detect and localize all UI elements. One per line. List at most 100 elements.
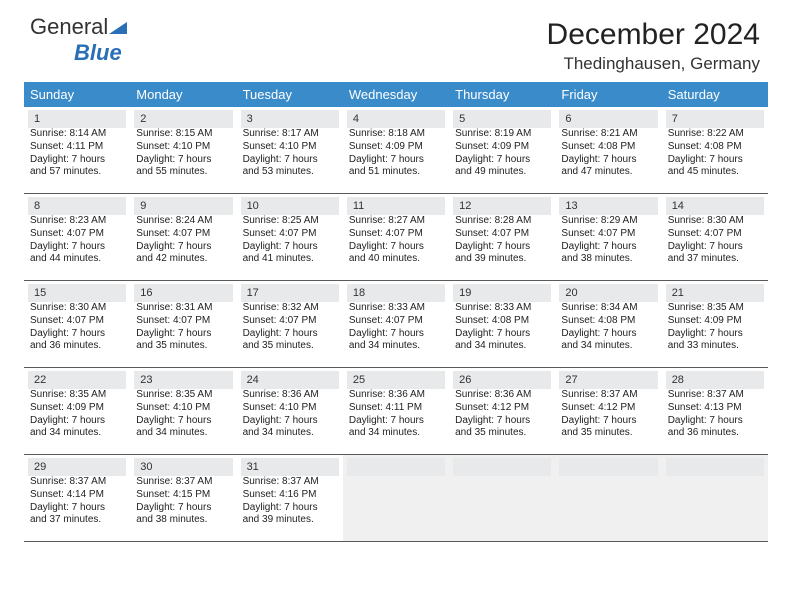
day-details: Sunrise: 8:36 AMSunset: 4:12 PMDaylight:… (453, 389, 551, 440)
weekday-header-row: SundayMondayTuesdayWednesdayThursdayFrid… (24, 82, 768, 107)
day-cell: 18Sunrise: 8:33 AMSunset: 4:07 PMDayligh… (343, 281, 449, 367)
day-number: 2 (134, 110, 232, 128)
day-number: 13 (559, 197, 657, 215)
day-cell: 16Sunrise: 8:31 AMSunset: 4:07 PMDayligh… (130, 281, 236, 367)
day-cell (662, 455, 768, 541)
sunset-text: Sunset: 4:07 PM (668, 228, 762, 241)
day-number: 1 (28, 110, 126, 128)
sunset-text: Sunset: 4:14 PM (30, 489, 124, 502)
sunrise-text: Sunrise: 8:33 AM (455, 302, 549, 315)
sunset-text: Sunset: 4:09 PM (455, 141, 549, 154)
day-details: Sunrise: 8:37 AMSunset: 4:14 PMDaylight:… (28, 476, 126, 527)
day-number (453, 458, 551, 476)
weekday-header: Friday (555, 82, 661, 107)
sunrise-text: Sunrise: 8:30 AM (30, 302, 124, 315)
sunset-text: Sunset: 4:10 PM (136, 402, 230, 415)
day-number: 4 (347, 110, 445, 128)
day-number: 25 (347, 371, 445, 389)
sunset-text: Sunset: 4:09 PM (668, 315, 762, 328)
logo-text-2: Blue (74, 40, 122, 65)
week-row: 8Sunrise: 8:23 AMSunset: 4:07 PMDaylight… (24, 194, 768, 281)
day-cell: 26Sunrise: 8:36 AMSunset: 4:12 PMDayligh… (449, 368, 555, 454)
day-number: 10 (241, 197, 339, 215)
day-details: Sunrise: 8:25 AMSunset: 4:07 PMDaylight:… (241, 215, 339, 266)
sunset-text: Sunset: 4:12 PM (561, 402, 655, 415)
sunrise-text: Sunrise: 8:23 AM (30, 215, 124, 228)
day-cell: 11Sunrise: 8:27 AMSunset: 4:07 PMDayligh… (343, 194, 449, 280)
sunset-text: Sunset: 4:11 PM (349, 402, 443, 415)
daylight-text: Daylight: 7 hours and 45 minutes. (668, 154, 762, 180)
day-cell: 28Sunrise: 8:37 AMSunset: 4:13 PMDayligh… (662, 368, 768, 454)
day-cell: 20Sunrise: 8:34 AMSunset: 4:08 PMDayligh… (555, 281, 661, 367)
sunrise-text: Sunrise: 8:37 AM (30, 476, 124, 489)
sunset-text: Sunset: 4:07 PM (136, 315, 230, 328)
sunrise-text: Sunrise: 8:36 AM (455, 389, 549, 402)
sunset-text: Sunset: 4:13 PM (668, 402, 762, 415)
day-cell: 30Sunrise: 8:37 AMSunset: 4:15 PMDayligh… (130, 455, 236, 541)
day-cell: 6Sunrise: 8:21 AMSunset: 4:08 PMDaylight… (555, 107, 661, 193)
day-cell: 2Sunrise: 8:15 AMSunset: 4:10 PMDaylight… (130, 107, 236, 193)
sunrise-text: Sunrise: 8:37 AM (561, 389, 655, 402)
weekday-header: Tuesday (237, 82, 343, 107)
day-number: 31 (241, 458, 339, 476)
sunrise-text: Sunrise: 8:27 AM (349, 215, 443, 228)
day-number: 30 (134, 458, 232, 476)
day-cell: 1Sunrise: 8:14 AMSunset: 4:11 PMDaylight… (24, 107, 130, 193)
day-details: Sunrise: 8:19 AMSunset: 4:09 PMDaylight:… (453, 128, 551, 179)
day-number: 8 (28, 197, 126, 215)
day-number: 15 (28, 284, 126, 302)
day-cell (449, 455, 555, 541)
day-number: 18 (347, 284, 445, 302)
sunset-text: Sunset: 4:07 PM (30, 315, 124, 328)
day-cell: 9Sunrise: 8:24 AMSunset: 4:07 PMDaylight… (130, 194, 236, 280)
day-number: 24 (241, 371, 339, 389)
day-number: 22 (28, 371, 126, 389)
day-details: Sunrise: 8:35 AMSunset: 4:09 PMDaylight:… (28, 389, 126, 440)
day-cell: 24Sunrise: 8:36 AMSunset: 4:10 PMDayligh… (237, 368, 343, 454)
day-details: Sunrise: 8:34 AMSunset: 4:08 PMDaylight:… (559, 302, 657, 353)
sunset-text: Sunset: 4:07 PM (136, 228, 230, 241)
sunset-text: Sunset: 4:11 PM (30, 141, 124, 154)
sunrise-text: Sunrise: 8:37 AM (243, 476, 337, 489)
sunrise-text: Sunrise: 8:35 AM (30, 389, 124, 402)
day-details: Sunrise: 8:21 AMSunset: 4:08 PMDaylight:… (559, 128, 657, 179)
sunset-text: Sunset: 4:16 PM (243, 489, 337, 502)
weekday-header: Sunday (24, 82, 130, 107)
day-number: 9 (134, 197, 232, 215)
day-number: 3 (241, 110, 339, 128)
sunrise-text: Sunrise: 8:18 AM (349, 128, 443, 141)
day-details: Sunrise: 8:18 AMSunset: 4:09 PMDaylight:… (347, 128, 445, 179)
sunrise-text: Sunrise: 8:24 AM (136, 215, 230, 228)
sunrise-text: Sunrise: 8:17 AM (243, 128, 337, 141)
day-cell: 3Sunrise: 8:17 AMSunset: 4:10 PMDaylight… (237, 107, 343, 193)
day-number: 12 (453, 197, 551, 215)
daylight-text: Daylight: 7 hours and 35 minutes. (561, 415, 655, 441)
daylight-text: Daylight: 7 hours and 53 minutes. (243, 154, 337, 180)
day-details: Sunrise: 8:22 AMSunset: 4:08 PMDaylight:… (666, 128, 764, 179)
week-row: 22Sunrise: 8:35 AMSunset: 4:09 PMDayligh… (24, 368, 768, 455)
daylight-text: Daylight: 7 hours and 33 minutes. (668, 328, 762, 354)
day-cell (343, 455, 449, 541)
sunrise-text: Sunrise: 8:19 AM (455, 128, 549, 141)
daylight-text: Daylight: 7 hours and 34 minutes. (30, 415, 124, 441)
sunset-text: Sunset: 4:07 PM (561, 228, 655, 241)
sunset-text: Sunset: 4:07 PM (243, 315, 337, 328)
sunset-text: Sunset: 4:07 PM (30, 228, 124, 241)
daylight-text: Daylight: 7 hours and 35 minutes. (136, 328, 230, 354)
day-number: 26 (453, 371, 551, 389)
day-cell: 7Sunrise: 8:22 AMSunset: 4:08 PMDaylight… (662, 107, 768, 193)
day-cell: 4Sunrise: 8:18 AMSunset: 4:09 PMDaylight… (343, 107, 449, 193)
location-label: Thedinghausen, Germany (24, 54, 760, 74)
day-details: Sunrise: 8:23 AMSunset: 4:07 PMDaylight:… (28, 215, 126, 266)
sunrise-text: Sunrise: 8:36 AM (349, 389, 443, 402)
day-number (347, 458, 445, 476)
sunset-text: Sunset: 4:08 PM (668, 141, 762, 154)
week-row: 29Sunrise: 8:37 AMSunset: 4:14 PMDayligh… (24, 455, 768, 542)
logo-triangle-icon (109, 14, 127, 40)
day-cell: 17Sunrise: 8:32 AMSunset: 4:07 PMDayligh… (237, 281, 343, 367)
day-cell: 29Sunrise: 8:37 AMSunset: 4:14 PMDayligh… (24, 455, 130, 541)
day-number: 16 (134, 284, 232, 302)
sunrise-text: Sunrise: 8:37 AM (668, 389, 762, 402)
day-number: 29 (28, 458, 126, 476)
sunrise-text: Sunrise: 8:33 AM (349, 302, 443, 315)
